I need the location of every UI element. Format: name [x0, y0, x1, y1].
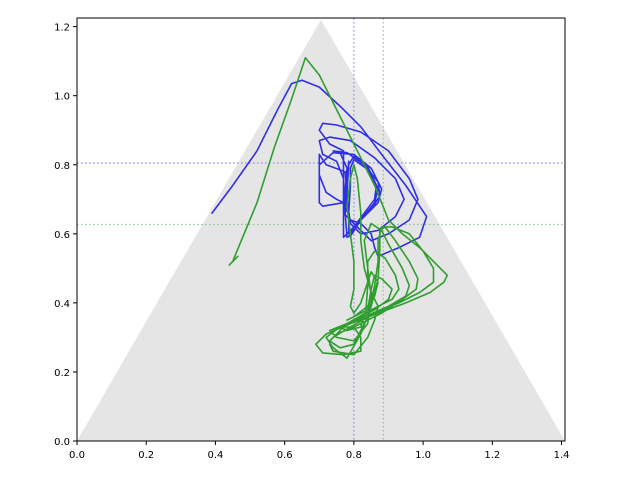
x-tick-label: 0.6	[277, 450, 293, 461]
y-tick-label: 0.8	[54, 161, 70, 172]
x-tick-label: 1.4	[554, 450, 570, 461]
y-tick-label: 0.6	[54, 230, 70, 241]
x-tick-label: 1.2	[484, 450, 500, 461]
series-line-1	[228, 56, 449, 359]
y-tick-label: 1.0	[54, 92, 70, 103]
x-tick-label: 0.4	[207, 450, 223, 461]
x-tick-label: 0.2	[138, 450, 154, 461]
plot-area	[76, 17, 566, 442]
y-tick-label: 1.2	[54, 23, 70, 34]
y-tick-label: 0.2	[54, 368, 70, 379]
x-tick-label: 1.0	[415, 450, 431, 461]
y-axis: 0.0 0.2 0.4 0.6 0.8 1.0 1.2	[54, 23, 77, 448]
series-line-0	[211, 79, 428, 258]
x-tick-label: 0.0	[69, 450, 85, 461]
y-tick-label: 0.0	[54, 437, 70, 448]
y-tick-label: 0.4	[54, 299, 70, 310]
x-axis: 0.0 0.2 0.4 0.6 0.8 1.0 1.2 1.4	[69, 441, 569, 461]
x-tick-label: 0.8	[346, 450, 362, 461]
series-layer	[211, 56, 449, 359]
triangle-region	[77, 19, 565, 441]
axes-frame	[76, 17, 566, 442]
